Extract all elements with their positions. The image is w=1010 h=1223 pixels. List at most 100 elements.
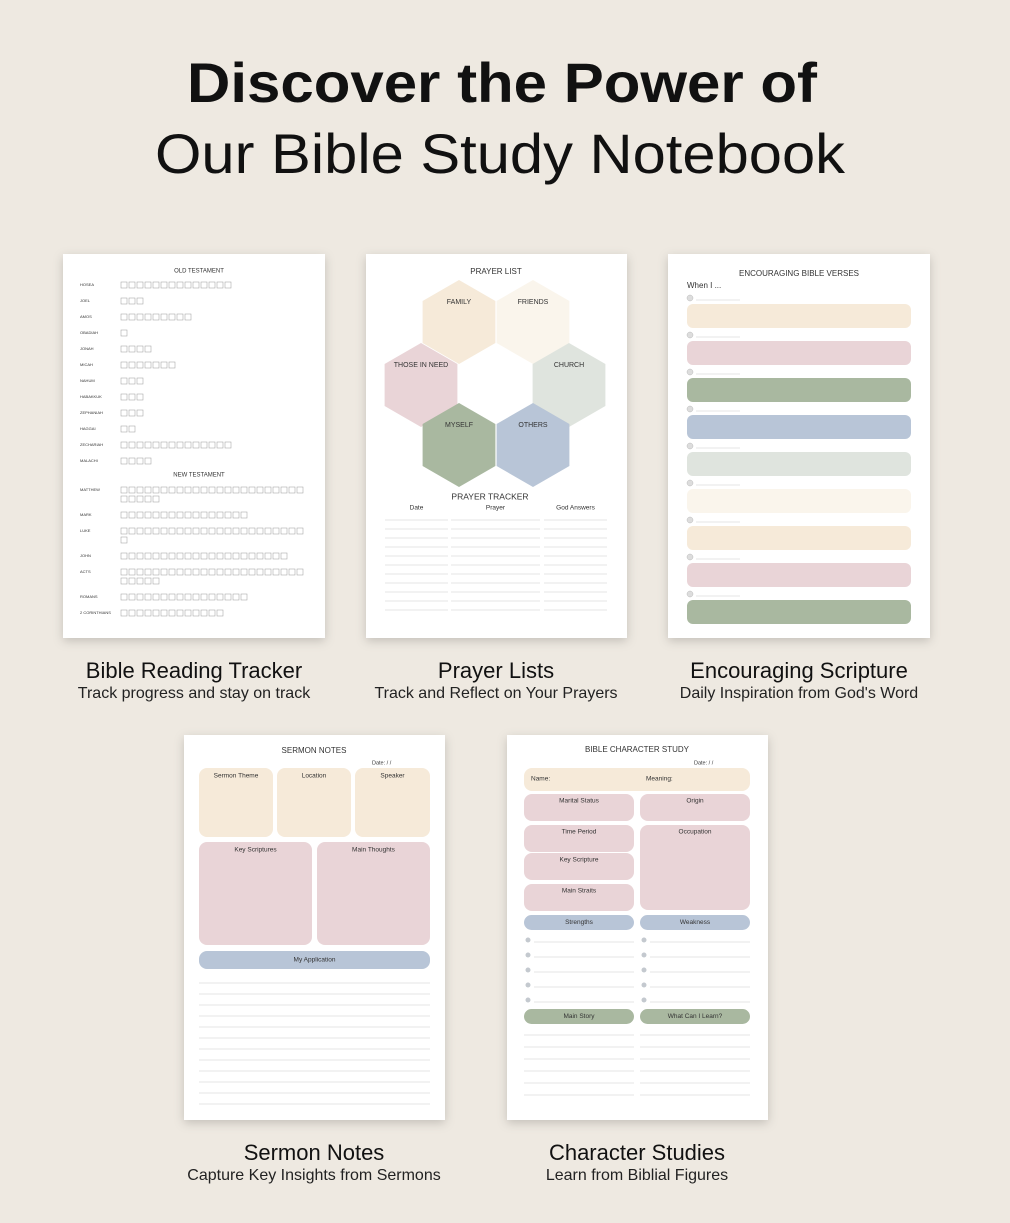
field-label: My Application xyxy=(294,957,336,964)
chapter-box xyxy=(136,552,144,560)
chapter-box xyxy=(216,441,224,449)
book-name: ROMANS xyxy=(80,594,98,599)
chapter-box xyxy=(200,609,208,617)
chapter-box xyxy=(296,568,304,576)
chapter-box xyxy=(200,568,208,576)
chapter-box xyxy=(200,527,208,535)
chapter-box xyxy=(248,527,256,535)
bullet xyxy=(641,937,647,943)
section-heading: ENCOURAGING BIBLE VERSES xyxy=(739,269,859,278)
chapter-box xyxy=(120,593,128,601)
chapter-box xyxy=(216,486,224,494)
chapter-box xyxy=(168,441,176,449)
chapter-box xyxy=(168,552,176,560)
chapter-box xyxy=(240,527,248,535)
chapter-box xyxy=(264,486,272,494)
field-label: Main Straits xyxy=(562,888,597,895)
chapter-box xyxy=(144,568,152,576)
chapter-box xyxy=(184,568,192,576)
bullet xyxy=(686,479,694,487)
bullet xyxy=(641,997,647,1003)
field-label: Occupation xyxy=(679,829,712,836)
chapter-box xyxy=(136,345,144,353)
chapter-box xyxy=(216,593,224,601)
chapter-box xyxy=(200,552,208,560)
chapter-box xyxy=(232,486,240,494)
bullet xyxy=(525,967,531,973)
chapter-box xyxy=(120,577,128,585)
field-box xyxy=(524,915,634,930)
chapter-box xyxy=(120,425,128,433)
chapter-box xyxy=(224,441,232,449)
chapter-box xyxy=(120,457,128,465)
chapter-box xyxy=(184,281,192,289)
book-name: LUKE xyxy=(80,528,91,533)
chapter-box xyxy=(136,393,144,401)
chapter-box xyxy=(152,495,160,503)
chapter-box xyxy=(136,361,144,369)
chapter-box xyxy=(216,552,224,560)
verse-bar xyxy=(687,341,911,365)
chapter-box xyxy=(144,345,152,353)
chapter-box xyxy=(136,593,144,601)
book-name: MARK xyxy=(80,512,92,517)
chapter-box xyxy=(128,495,136,503)
field-box xyxy=(199,951,430,969)
chapter-box xyxy=(264,527,272,535)
chapter-box xyxy=(200,441,208,449)
book-name: MICAH xyxy=(80,362,93,367)
chapter-box xyxy=(160,609,168,617)
chapter-box xyxy=(152,361,160,369)
chapter-box xyxy=(240,568,248,576)
chapter-box xyxy=(192,441,200,449)
chapter-box xyxy=(200,486,208,494)
card-title: Encouraging Scripture xyxy=(690,658,908,683)
chapter-box xyxy=(208,486,216,494)
field-box xyxy=(640,794,750,821)
chapter-box xyxy=(192,511,200,519)
hexagon-label: OTHERS xyxy=(518,422,548,429)
chapter-box xyxy=(168,281,176,289)
chapter-box xyxy=(136,511,144,519)
field-label: Name: xyxy=(531,776,550,783)
chapter-box xyxy=(128,425,136,433)
chapter-box xyxy=(224,527,232,535)
chapter-box xyxy=(256,552,264,560)
book-name: ZEPHANIAH xyxy=(80,410,103,415)
chapter-box xyxy=(208,441,216,449)
chapter-box xyxy=(144,457,152,465)
chapter-box xyxy=(152,511,160,519)
field-box xyxy=(277,768,351,837)
chapter-box xyxy=(136,457,144,465)
chapter-box xyxy=(232,511,240,519)
verse-bar xyxy=(687,415,911,439)
hexagon-label: FRIENDS xyxy=(518,299,549,306)
card-title: Character Studies xyxy=(549,1140,725,1165)
chapter-box xyxy=(296,527,304,535)
prompt: When I ... xyxy=(687,281,721,290)
chapter-box xyxy=(144,281,152,289)
book-name: OBADIAH xyxy=(80,330,98,335)
chapter-box xyxy=(120,329,128,337)
chapter-box xyxy=(200,593,208,601)
bullet xyxy=(686,442,694,450)
chapter-box xyxy=(176,609,184,617)
chapter-box xyxy=(192,486,200,494)
book-name: HAGGAI xyxy=(80,426,96,431)
chapter-box xyxy=(120,345,128,353)
book-name: NAHUM xyxy=(80,378,95,383)
headline-bold: Discover the Power of xyxy=(187,51,817,114)
chapter-box xyxy=(176,568,184,576)
chapter-box xyxy=(168,511,176,519)
section-heading: PRAYER LIST xyxy=(470,267,522,276)
chapter-box xyxy=(120,511,128,519)
chapter-box xyxy=(152,577,160,585)
chapter-box xyxy=(128,345,136,353)
book-name: AMOS xyxy=(80,314,92,319)
chapter-box xyxy=(216,511,224,519)
prayer-list-card: PRAYER LIST FAMILY FRIENDS THOSE IN NEED CHU… xyxy=(366,254,627,638)
book-name: JOEL xyxy=(80,298,91,303)
chapter-box xyxy=(216,609,224,617)
chapter-box xyxy=(208,568,216,576)
chapter-box xyxy=(248,552,256,560)
